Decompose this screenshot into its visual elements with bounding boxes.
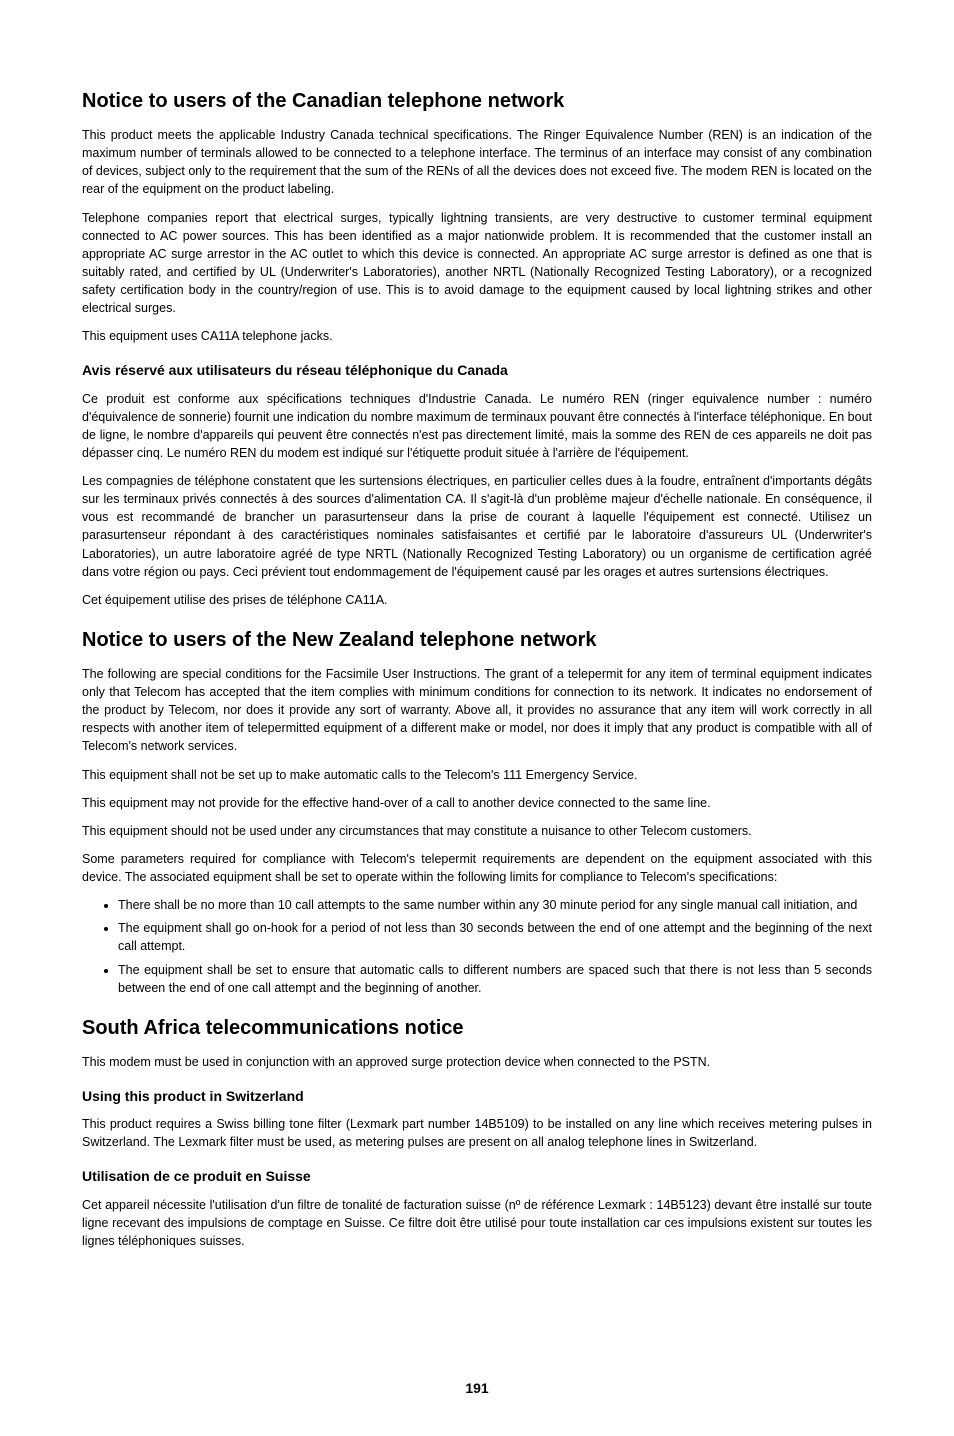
list-item: There shall be no more than 10 call atte… (118, 896, 872, 914)
paragraph: This equipment uses CA11A telephone jack… (82, 327, 872, 345)
paragraph: This equipment may not provide for the e… (82, 794, 872, 812)
list-item: The equipment shall go on-hook for a per… (118, 919, 872, 955)
section-newzealand: Notice to users of the New Zealand telep… (82, 627, 872, 997)
subheading-avis: Avis réservé aux utilisateurs du réseau … (82, 361, 872, 379)
subheading-switzerland: Using this product in Switzerland (82, 1087, 872, 1105)
paragraph: Cet appareil nécessite l'utilisation d'u… (82, 1196, 872, 1250)
paragraph: Cet équipement utilise des prises de tél… (82, 591, 872, 609)
paragraph: The following are special conditions for… (82, 665, 872, 756)
section-southafrica: South Africa telecommunications notice T… (82, 1015, 872, 1250)
section-canadian: Notice to users of the Canadian telephon… (82, 88, 872, 609)
paragraph: This equipment shall not be set up to ma… (82, 766, 872, 784)
paragraph: This product meets the applicable Indust… (82, 126, 872, 199)
document-page: Notice to users of the Canadian telephon… (0, 0, 954, 1436)
paragraph: This modem must be used in conjunction w… (82, 1053, 872, 1071)
heading-canadian: Notice to users of the Canadian telephon… (82, 88, 872, 114)
paragraph: Ce produit est conforme aux spécificatio… (82, 390, 872, 463)
heading-newzealand: Notice to users of the New Zealand telep… (82, 627, 872, 653)
paragraph: Telephone companies report that electric… (82, 209, 872, 318)
heading-southafrica: South Africa telecommunications notice (82, 1015, 872, 1041)
list-item: The equipment shall be set to ensure tha… (118, 961, 872, 997)
paragraph: This equipment should not be used under … (82, 822, 872, 840)
subheading-suisse: Utilisation de ce produit en Suisse (82, 1167, 872, 1185)
paragraph: Les compagnies de téléphone constatent q… (82, 472, 872, 581)
bullet-list: There shall be no more than 10 call atte… (82, 896, 872, 997)
paragraph: This product requires a Swiss billing to… (82, 1115, 872, 1151)
page-number: 191 (82, 1380, 872, 1396)
paragraph: Some parameters required for compliance … (82, 850, 872, 886)
